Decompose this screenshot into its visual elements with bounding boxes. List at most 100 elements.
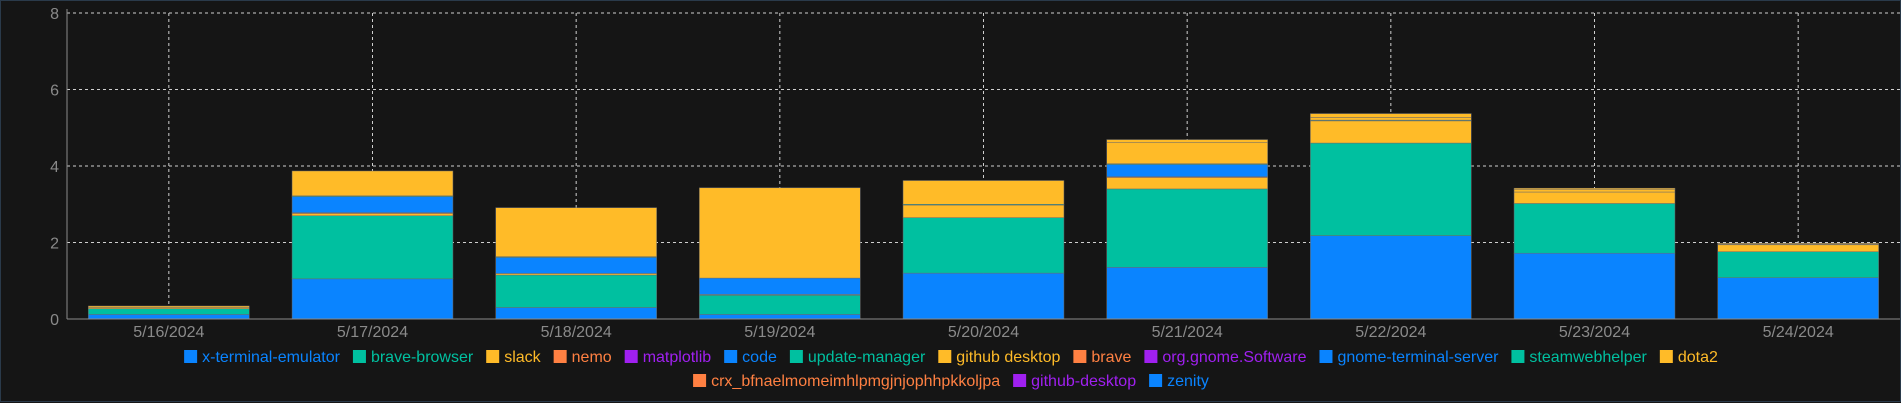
legend-swatch <box>624 350 638 363</box>
bar-segment[interactable] <box>1106 267 1268 320</box>
legend-item[interactable]: brave <box>1073 349 1132 366</box>
x-tick-label: 5/17/2024 <box>337 324 408 341</box>
bar-segment[interactable] <box>1717 251 1879 278</box>
legend-swatch <box>938 350 952 363</box>
bar-segment[interactable] <box>88 305 250 308</box>
legend-item[interactable]: github-desktop <box>1013 373 1136 390</box>
x-tick-label: 5/18/2024 <box>541 324 612 341</box>
x-tick-label: 5/16/2024 <box>133 324 204 341</box>
bar-segment[interactable] <box>699 295 861 315</box>
legend-item[interactable]: nemo <box>553 349 612 366</box>
bar-segment[interactable] <box>1717 243 1879 245</box>
legend-item[interactable]: zenity <box>1149 373 1209 390</box>
legend-label: steamwebhelper <box>1529 349 1647 366</box>
bar-segment[interactable] <box>495 274 657 308</box>
legend-swatch <box>1511 350 1525 363</box>
legend-swatch <box>553 350 567 363</box>
bar-segment[interactable] <box>1310 142 1472 236</box>
bar-segment[interactable] <box>902 217 1065 274</box>
bar-segment[interactable] <box>1310 120 1472 144</box>
legend-item[interactable]: steamwebhelper <box>1511 349 1647 366</box>
legend-swatch <box>724 350 738 363</box>
legend-item[interactable]: x-terminal-emulator <box>184 349 341 366</box>
legend-label: gnome-terminal-server <box>1337 349 1499 366</box>
bar-segment[interactable] <box>699 277 861 295</box>
bar-segment[interactable] <box>1106 142 1268 164</box>
legend-label: github-desktop <box>1031 373 1136 390</box>
legend-label: nemo <box>572 349 612 366</box>
bar-segment[interactable] <box>291 213 454 216</box>
bar-segment[interactable] <box>495 257 657 274</box>
legend-item[interactable]: matplotlib <box>624 349 712 366</box>
bar-segment[interactable] <box>1310 113 1472 118</box>
legend-label: zenity <box>1167 373 1209 390</box>
y-tick-label: 2 <box>50 236 59 253</box>
legend-label: brave <box>1091 349 1131 366</box>
legend-item[interactable]: slack <box>486 349 542 366</box>
legend-item[interactable]: update-manager <box>789 349 926 366</box>
bar-segment[interactable] <box>495 307 657 320</box>
legend-label: dota2 <box>1678 349 1718 366</box>
x-tick-label: 5/19/2024 <box>744 324 815 341</box>
x-tick-label: 5/23/2024 <box>1559 324 1630 341</box>
legend-item[interactable]: brave-browser <box>352 349 474 366</box>
bar-segment[interactable] <box>1106 139 1268 143</box>
legend-label: crx_bfnaelmomeimhlpmgjnjophhpkkoljpa <box>711 373 1000 390</box>
bar-segment[interactable] <box>1513 252 1676 320</box>
y-tick-label: 0 <box>50 312 59 329</box>
bar-segment[interactable] <box>291 196 454 213</box>
bar-segment[interactable] <box>88 314 250 320</box>
bar-segment[interactable] <box>1717 277 1879 320</box>
legend-label: brave-browser <box>371 349 474 366</box>
legend-item[interactable]: org.gnome.Software <box>1144 349 1307 366</box>
legend-swatch <box>1013 374 1027 387</box>
bars <box>88 113 1879 320</box>
bar-segment[interactable] <box>1106 177 1268 190</box>
legend-item[interactable]: github desktop <box>938 349 1060 366</box>
bar-segment[interactable] <box>902 204 1065 218</box>
legend-swatch <box>1149 374 1163 387</box>
legend-label: update-manager <box>808 349 926 366</box>
legend-label: code <box>742 349 777 366</box>
legend-label: org.gnome.Software <box>1162 349 1306 366</box>
legend-swatch <box>184 350 198 363</box>
x-tick-label: 5/20/2024 <box>948 324 1019 341</box>
legend-swatch <box>1073 350 1087 363</box>
bar-segment[interactable] <box>291 215 454 280</box>
bar-segment[interactable] <box>1513 191 1676 204</box>
legend-swatch <box>486 350 500 363</box>
legend-label: x-terminal-emulator <box>202 349 340 366</box>
legend-swatch <box>1144 350 1158 363</box>
bar-segment[interactable] <box>291 170 454 197</box>
bar-segment[interactable] <box>699 187 861 279</box>
bar-segment[interactable] <box>1310 117 1472 121</box>
legend-item[interactable]: dota2 <box>1659 349 1718 366</box>
legend-swatch <box>352 350 366 363</box>
legend-item[interactable]: gnome-terminal-server <box>1319 349 1499 366</box>
bar-segment[interactable] <box>1106 164 1268 177</box>
bar-segment[interactable] <box>1106 188 1268 268</box>
bar-segment[interactable] <box>88 308 250 315</box>
legend-item[interactable]: crx_bfnaelmomeimhlpmgjnjophhpkkoljpa <box>693 373 1000 390</box>
y-tick-label: 4 <box>50 159 59 176</box>
legend-swatch <box>1319 350 1333 363</box>
axes: 0 2 4 6 8 5/16/2024 5/17/2024 5/18/2024 5/19/202… <box>50 6 1900 341</box>
bar-segment[interactable] <box>495 207 657 257</box>
bar-segment[interactable] <box>902 272 1065 320</box>
bar-segment[interactable] <box>1513 203 1676 254</box>
bar-segment[interactable] <box>291 278 454 320</box>
bar-segment[interactable] <box>1513 187 1676 190</box>
bar-segment[interactable] <box>699 314 861 320</box>
bar-segment[interactable] <box>1310 235 1472 320</box>
x-tick-label: 5/24/2024 <box>1763 324 1834 341</box>
bar-segment[interactable] <box>1717 244 1879 252</box>
bar-segment[interactable] <box>902 180 1065 205</box>
bar-segment[interactable] <box>1513 189 1676 193</box>
legend-item[interactable]: code <box>724 349 777 366</box>
legend-swatch <box>693 374 707 387</box>
y-tick-label: 6 <box>50 83 59 100</box>
legend: x-terminal-emulator brave-browser slack nem… <box>184 349 1718 390</box>
y-tick-label: 8 <box>50 6 59 23</box>
